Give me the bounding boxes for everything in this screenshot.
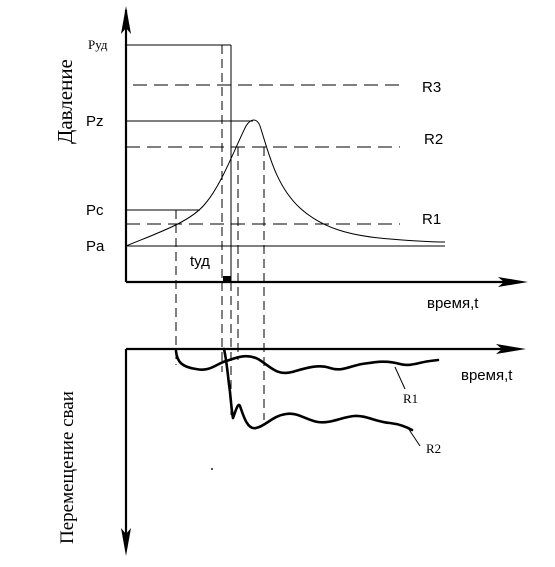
displacement-x-axis-label: время,t <box>461 367 513 384</box>
pressure-y-axis-label: Давление <box>53 59 77 144</box>
pressure-x-axis-label: время,t <box>427 295 479 312</box>
r2-curve-label: R2 <box>426 441 441 456</box>
displacement-x-axis-arrow <box>496 344 526 354</box>
pressure-curve <box>125 119 446 247</box>
r2-leader-line <box>407 427 421 447</box>
displacement-y-axis-label: Перемещение сваи <box>57 391 78 544</box>
r2-label: R2 <box>424 131 443 148</box>
pressure-y-axis-arrow <box>121 6 131 34</box>
p-a-label: Pa <box>86 238 105 255</box>
displacement-y-axis-arrow <box>121 528 131 556</box>
r1-curve-label: R1 <box>403 391 418 406</box>
impact-time-label: tуд <box>190 253 210 270</box>
p-ud-label: Руд <box>88 37 108 52</box>
r1-label: R1 <box>422 211 441 228</box>
r3-label: R3 <box>422 79 441 96</box>
pressure-x-axis-arrow <box>498 277 528 287</box>
p-c-label: Pc <box>86 202 104 219</box>
impact-time-marker <box>223 276 231 283</box>
stray-dot <box>211 468 213 470</box>
p-z-label: Pz <box>86 113 104 130</box>
r2-displacement-curve <box>222 347 414 432</box>
r1-displacement-curve <box>174 349 440 375</box>
r1-leader-line <box>394 366 406 390</box>
